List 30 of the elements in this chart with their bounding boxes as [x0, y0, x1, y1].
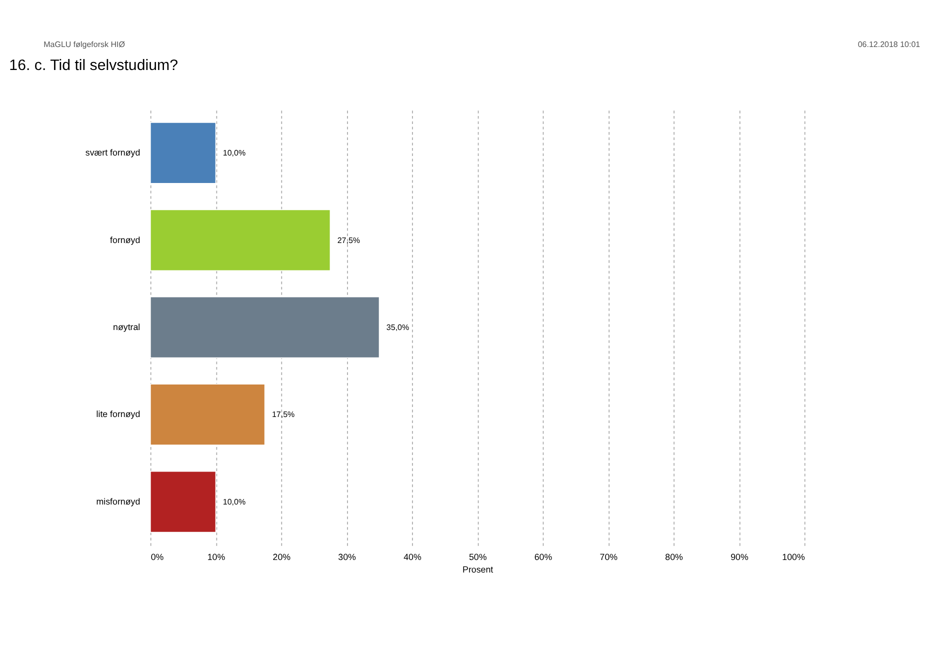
- x-tick-label: 90%: [730, 552, 748, 562]
- data-label: 10,0%: [222, 148, 246, 158]
- y-tick-label: svært fornøyd: [85, 148, 140, 158]
- x-tick-label: 30%: [338, 552, 356, 562]
- x-tick-label: 40%: [404, 552, 422, 562]
- text: 06.12.2018 10:01: [858, 40, 921, 50]
- x-tick-label: 50%: [468, 552, 487, 562]
- bar: [150, 384, 266, 446]
- bar: [150, 122, 216, 184]
- x-tick-label: 20%: [272, 552, 291, 562]
- data-label: 27,5%: [337, 236, 360, 245]
- text: MaGLU følgeforsk HIØ: [44, 40, 125, 50]
- x-tick-label: 70%: [600, 552, 618, 562]
- bar: [150, 296, 380, 358]
- x-tick-label: 80%: [665, 552, 684, 562]
- bar: [150, 470, 216, 533]
- data-label: 10,0%: [222, 497, 246, 506]
- data-label: 17,5%: [272, 410, 295, 420]
- y-tick-label: nøytral: [113, 322, 140, 332]
- y-tick-label: lite fornøyd: [96, 409, 140, 420]
- x-tick-label: 60%: [534, 552, 552, 562]
- x-tick-label: 10%: [207, 552, 226, 562]
- x-tick-label: 0%: [150, 552, 164, 562]
- y-tick-label: misfornøyd: [96, 496, 140, 506]
- chart-title: 16. c. Tid til selvstudium?: [9, 57, 178, 74]
- y-tick-label: fornøyd: [110, 234, 140, 245]
- bar: [150, 209, 331, 272]
- data-label: 35,0%: [386, 323, 410, 332]
- x-axis-title: Prosent: [462, 564, 494, 575]
- x-tick-label: 100%: [782, 552, 805, 562]
